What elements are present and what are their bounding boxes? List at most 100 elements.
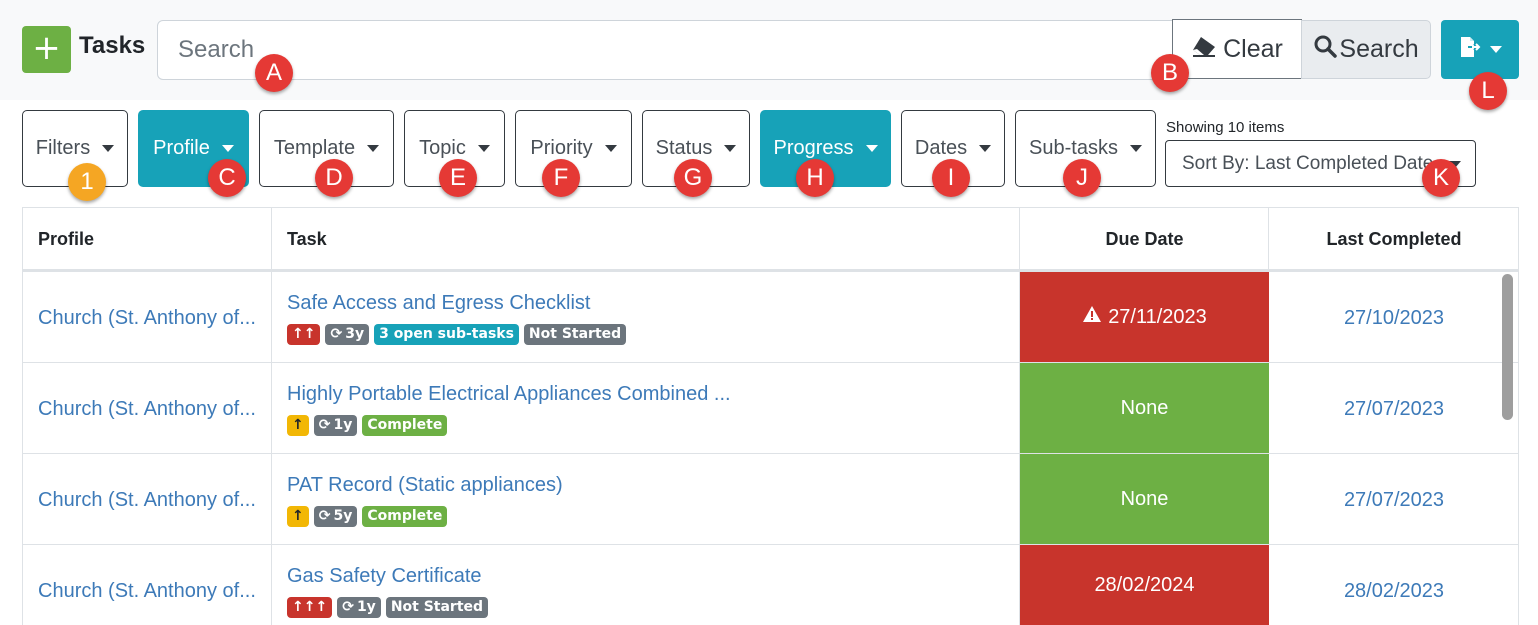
recurrence-value: 1y: [333, 417, 353, 433]
row-tags: ↑ ⟳ 1y Complete: [287, 415, 448, 436]
row-task-link[interactable]: Gas Safety Certificate: [287, 565, 482, 587]
recurrence-badge: ⟳ 1y: [337, 597, 381, 618]
search-button[interactable]: Search: [1301, 20, 1431, 79]
page-title: Tasks: [79, 32, 146, 59]
due-date-cell: None: [1020, 363, 1269, 453]
topic-filter-label: Topic: [419, 137, 466, 159]
chevron-down-icon: [979, 145, 992, 152]
chevron-down-icon: [221, 145, 234, 152]
status-badge: Complete: [362, 415, 448, 436]
sort-select-value: Sort By: Last Completed Date: [1182, 153, 1434, 174]
due-date-cell: 28/02/2024: [1020, 545, 1269, 625]
clear-button-label: Clear: [1223, 34, 1283, 63]
row-profile-link[interactable]: Church (St. Anthony of...: [38, 307, 256, 329]
priority-badge: ↑: [287, 506, 309, 527]
recurrence-value: 5y: [333, 508, 353, 524]
row-task-link[interactable]: Safe Access and Egress Checklist: [287, 292, 591, 314]
annotation-marker: D: [315, 159, 353, 197]
recurrence-value: 1y: [356, 599, 376, 615]
column-divider: [1019, 208, 1020, 625]
last-completed-link[interactable]: 27/07/2023: [1343, 398, 1445, 420]
file-export-icon: [1458, 36, 1482, 63]
annotation-marker: I: [932, 159, 970, 197]
status-badge: Complete: [362, 506, 448, 527]
item-count: Showing 10 items: [1166, 119, 1285, 136]
due-date-value: None: [1120, 396, 1169, 419]
plus-icon: +: [32, 28, 61, 68]
last-completed-link[interactable]: 27/07/2023: [1343, 489, 1445, 511]
priority-badge: ↑↑↑: [287, 597, 333, 618]
table-border: [22, 208, 23, 625]
annotation-marker: 1: [68, 163, 106, 201]
annotation-marker: A: [255, 54, 293, 92]
dates-filter-label: Dates: [914, 137, 968, 159]
annotation-marker: C: [208, 159, 246, 197]
annotation-marker: J: [1063, 159, 1101, 197]
export-dropdown-button[interactable]: [1441, 20, 1519, 79]
sync-icon: ⟳: [318, 508, 331, 524]
column-header-last-completed[interactable]: Last Completed: [1326, 228, 1462, 249]
table-scrollbar[interactable]: [1502, 274, 1513, 420]
annotation-marker: G: [674, 159, 712, 197]
recurrence-badge: ⟳ 5y: [313, 506, 358, 527]
tasks-table: [22, 207, 1519, 625]
column-header-profile[interactable]: Profile: [38, 228, 95, 249]
chevron-down-icon: [604, 145, 617, 152]
template-filter-label: Template: [273, 137, 356, 159]
row-divider: [22, 453, 1519, 454]
priority-filter-label: Priority: [530, 137, 593, 159]
header-divider: [22, 269, 1519, 272]
filters-label: Filters: [35, 137, 91, 159]
due-date-cell: None: [1020, 454, 1269, 544]
chevron-down-icon: [724, 145, 737, 152]
due-date-value: None: [1120, 487, 1169, 510]
row-profile-link[interactable]: Church (St. Anthony of...: [38, 580, 256, 602]
status-badge: Not Started: [385, 597, 489, 618]
annotation-marker: F: [542, 159, 580, 197]
chevron-down-icon: [102, 145, 115, 152]
last-completed-link[interactable]: 28/02/2023: [1343, 580, 1445, 602]
chevron-down-icon: [477, 145, 490, 152]
subtasks-filter-label: Sub-tasks: [1029, 137, 1118, 159]
eraser-icon: [1191, 35, 1217, 64]
sync-icon: ⟳: [342, 599, 354, 615]
search-icon: [1313, 34, 1338, 65]
progress-filter-label: Progress: [773, 137, 854, 159]
row-task-link[interactable]: Highly Portable Electrical Appliances Co…: [287, 383, 731, 405]
row-task-link[interactable]: PAT Record (Static appliances): [287, 474, 563, 496]
recurrence-badge: ⟳ 3y: [325, 324, 370, 345]
profile-filter-label: Profile: [153, 137, 210, 159]
chevron-down-icon: [1129, 145, 1142, 152]
due-date-value: 27/11/2023: [1108, 305, 1207, 328]
row-profile-link[interactable]: Church (St. Anthony of...: [38, 489, 256, 511]
add-task-button[interactable]: +: [22, 26, 71, 73]
column-header-task[interactable]: Task: [287, 228, 327, 249]
due-date-value: 28/02/2024: [1094, 573, 1195, 596]
priority-badge: ↑↑: [287, 324, 321, 345]
progress-filter-dropdown[interactable]: Progress: [760, 110, 891, 187]
chevron-down-icon: [1490, 46, 1502, 53]
search-button-label: Search: [1339, 35, 1419, 63]
row-divider: [22, 362, 1519, 363]
status-badge: Not Started: [523, 324, 627, 345]
last-completed-link[interactable]: 27/10/2023: [1343, 307, 1445, 329]
due-date-cell: 27/11/2023: [1020, 272, 1269, 362]
column-header-due-date[interactable]: Due Date: [1105, 228, 1184, 249]
row-profile-link[interactable]: Church (St. Anthony of...: [38, 398, 256, 420]
row-tags: ↑ ⟳ 5y Complete: [287, 506, 448, 527]
search-input[interactable]: [157, 20, 1179, 80]
annotation-marker: B: [1151, 54, 1189, 92]
warning-icon: [1082, 305, 1102, 329]
chevron-down-icon: [367, 145, 380, 152]
clear-button[interactable]: Clear: [1172, 19, 1302, 79]
row-tags: ↑↑ ⟳ 3y 3 open sub-tasks Not Started: [287, 324, 627, 345]
table-border: [1518, 208, 1519, 625]
status-filter-label: Status: [655, 137, 713, 159]
annotation-marker: K: [1422, 159, 1460, 197]
chevron-down-icon: [865, 145, 878, 152]
annotation-marker: H: [796, 159, 834, 197]
recurrence-badge: ⟳ 1y: [313, 415, 358, 436]
recurrence-value: 3y: [345, 326, 365, 342]
column-divider: [271, 208, 272, 625]
annotation-marker: E: [439, 159, 477, 197]
